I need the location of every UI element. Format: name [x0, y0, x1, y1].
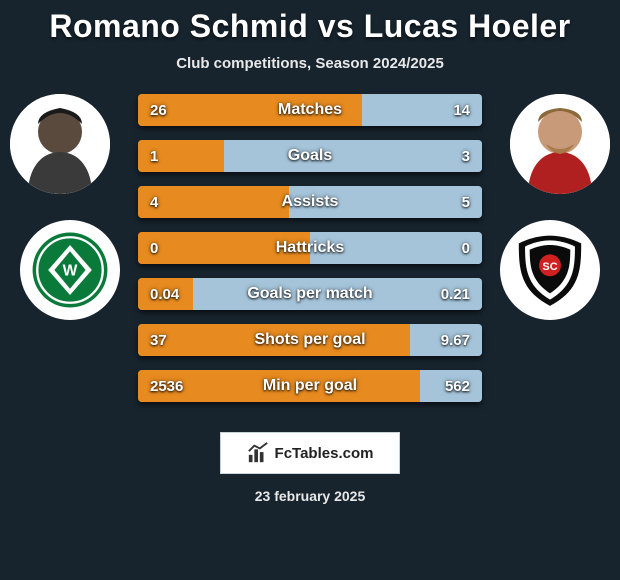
player-silhouette-icon — [510, 94, 610, 194]
player2-club-crest: SC — [500, 220, 600, 320]
comparison-content: W SC 2614Matches 13Goals 45Assists 00Hattri… — [0, 94, 620, 424]
stat-label: Goals — [138, 140, 482, 172]
snapshot-date: 23 february 2025 — [0, 488, 620, 504]
stat-label: Assists — [138, 186, 482, 218]
subtitle: Club competitions, Season 2024/2025 — [0, 55, 620, 72]
site-logo: FcTables.com — [220, 432, 400, 474]
stat-label: Hattricks — [138, 232, 482, 264]
stat-label: Matches — [138, 94, 482, 126]
stat-bar: 2614Matches — [138, 94, 482, 126]
club-crest-icon: SC — [511, 231, 589, 309]
player1-name: Romano Schmid — [49, 8, 308, 44]
club-crest-icon: W — [31, 231, 109, 309]
stat-label: Shots per goal — [138, 324, 482, 356]
stat-bar: 0.040.21Goals per match — [138, 278, 482, 310]
player1-club-crest: W — [20, 220, 120, 320]
stat-bars: 2614Matches 13Goals 45Assists 00Hattricks 0.… — [138, 94, 482, 416]
vs-text: vs — [318, 8, 355, 44]
stat-label: Goals per match — [138, 278, 482, 310]
stat-bar: 13Goals — [138, 140, 482, 172]
stat-bar: 379.67Shots per goal — [138, 324, 482, 356]
svg-text:SC: SC — [542, 261, 557, 273]
svg-text:W: W — [63, 262, 78, 279]
comparison-title: Romano Schmid vs Lucas Hoeler — [0, 0, 620, 45]
player1-portrait — [10, 94, 110, 194]
chart-icon — [247, 442, 269, 464]
player2-name: Lucas Hoeler — [364, 8, 571, 44]
player2-portrait — [510, 94, 610, 194]
player-silhouette-icon — [10, 94, 110, 194]
stat-bar: 00Hattricks — [138, 232, 482, 264]
stat-bar: 2536562Min per goal — [138, 370, 482, 402]
stat-label: Min per goal — [138, 370, 482, 402]
stat-bar: 45Assists — [138, 186, 482, 218]
site-name: FcTables.com — [275, 445, 374, 462]
